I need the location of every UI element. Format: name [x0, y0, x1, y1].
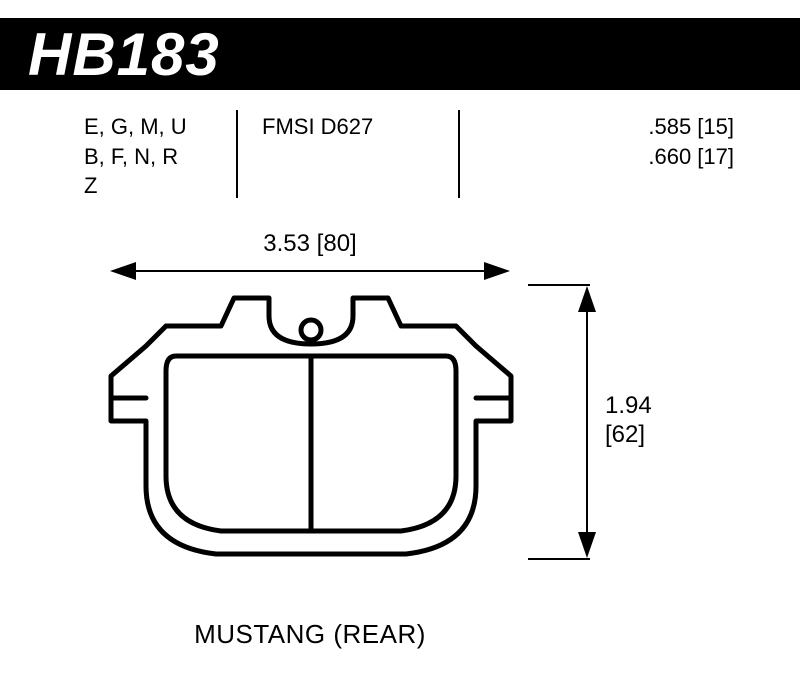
header-band: HB183 [0, 18, 800, 90]
height-label: 1.94[62] [605, 392, 652, 450]
arrow-up-icon [578, 286, 596, 312]
height-dimension: 1.94[62] [550, 282, 710, 562]
divider [236, 110, 238, 198]
thickness-row: .660 [17] [584, 142, 734, 172]
fmsi-code: FMSI D627 [262, 112, 432, 142]
compound-row: E, G, M, U [84, 112, 224, 142]
width-dimension: 3.53 [80] [110, 230, 510, 280]
compound-codes: E, G, M, U B, F, N, R Z [84, 112, 224, 201]
thickness-row: .585 [15] [584, 112, 734, 142]
width-line [120, 270, 500, 272]
height-line [586, 292, 588, 552]
part-number: HB183 [28, 20, 220, 89]
spec-columns: E, G, M, U B, F, N, R Z FMSI D627 .585 [… [60, 104, 740, 204]
compound-row: Z [84, 171, 224, 201]
compound-row: B, F, N, R [84, 142, 224, 172]
divider [458, 110, 460, 198]
caption: MUSTANG (REAR) [50, 619, 570, 650]
arrow-right-icon [484, 262, 510, 280]
diagram-area: 3.53 [80] 1.94[62] MUSTANG [50, 210, 750, 650]
arrow-down-icon [578, 532, 596, 558]
brake-pad-outline [106, 286, 516, 566]
width-label: 3.53 [80] [110, 230, 510, 258]
thickness-list: .585 [15] .660 [17] [584, 112, 734, 171]
arrow-left-icon [110, 262, 136, 280]
tick-line [528, 558, 590, 560]
